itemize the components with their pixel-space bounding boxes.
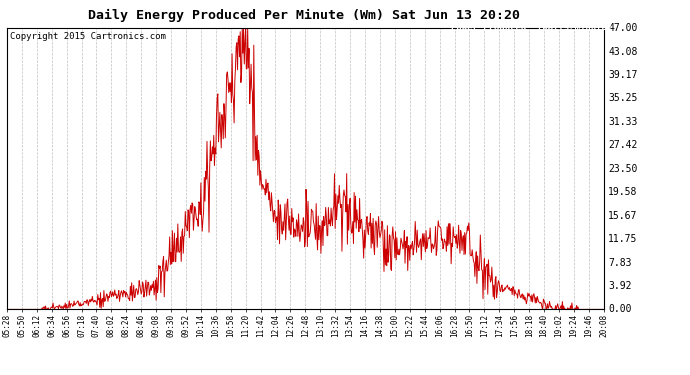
Text: 15.67: 15.67 [608,211,638,220]
Text: 27.42: 27.42 [608,140,638,150]
Text: 11.75: 11.75 [608,234,638,244]
Text: 31.33: 31.33 [608,117,638,127]
Text: Power Produced  (watts/minute): Power Produced (watts/minute) [451,22,612,32]
Text: 35.25: 35.25 [608,93,638,104]
Text: 7.83: 7.83 [608,258,631,267]
Text: 43.08: 43.08 [608,46,638,57]
Text: 3.92: 3.92 [608,281,631,291]
Text: 0.00: 0.00 [608,304,631,314]
Text: 23.50: 23.50 [608,164,638,174]
Text: 47.00: 47.00 [608,23,638,33]
Text: 39.17: 39.17 [608,70,638,80]
Text: Copyright 2015 Cartronics.com: Copyright 2015 Cartronics.com [10,32,166,41]
Text: Daily Energy Produced Per Minute (Wm) Sat Jun 13 20:20: Daily Energy Produced Per Minute (Wm) Sa… [88,9,520,22]
Text: 19.58: 19.58 [608,187,638,197]
